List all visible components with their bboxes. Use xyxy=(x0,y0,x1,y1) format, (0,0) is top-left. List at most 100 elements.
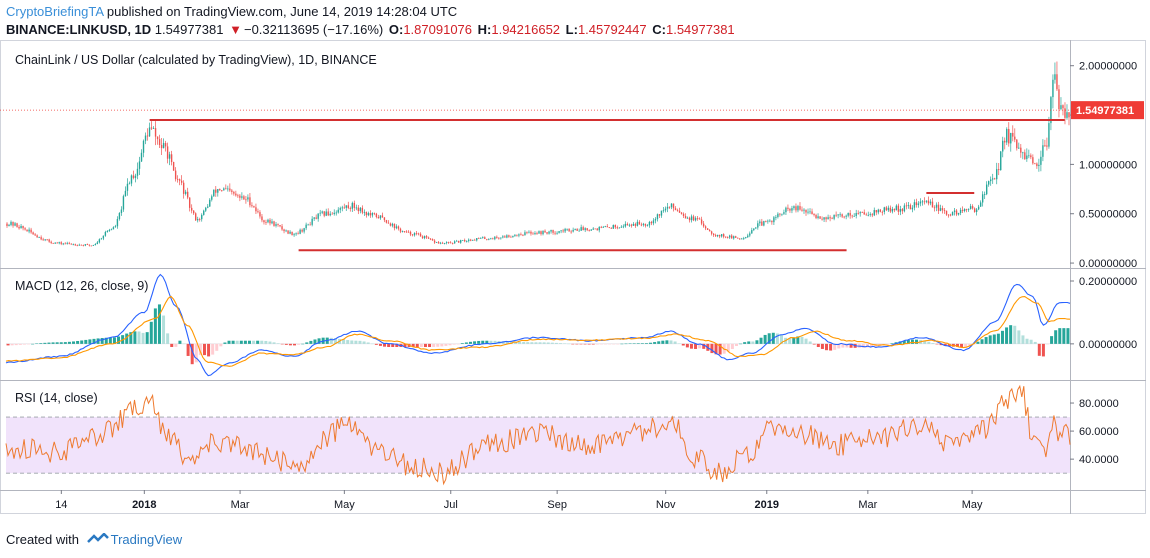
candle-body xyxy=(96,242,99,245)
candle-body xyxy=(644,223,647,226)
candle-body xyxy=(474,239,476,241)
author-link[interactable]: CryptoBriefingTA xyxy=(6,4,104,19)
candle-body xyxy=(680,212,683,214)
candle-body xyxy=(379,215,382,219)
candle-body xyxy=(781,213,783,215)
candle-body xyxy=(275,224,277,226)
macd-histogram-bar xyxy=(59,342,63,344)
candle-body xyxy=(875,210,877,213)
candle-body xyxy=(654,219,657,221)
candle-body xyxy=(213,189,215,197)
candle-body xyxy=(953,210,956,213)
candle-body xyxy=(22,225,24,229)
rsi-line xyxy=(5,384,1071,486)
candle-body xyxy=(775,217,777,218)
macd-histogram-bar xyxy=(276,343,280,344)
macd-histogram-bar xyxy=(133,331,137,344)
candle-body xyxy=(373,213,376,214)
candle-body xyxy=(385,220,388,223)
candle-body xyxy=(741,238,743,240)
macd-histogram-bar xyxy=(743,342,747,344)
macd-histogram-bar xyxy=(894,342,898,344)
candle-body xyxy=(128,183,131,185)
candle-body xyxy=(827,217,829,220)
candle-body xyxy=(977,206,980,210)
candle-body xyxy=(494,236,496,240)
candle-body xyxy=(305,224,307,229)
candle-body xyxy=(975,209,978,213)
macd-histogram-bar xyxy=(239,340,243,344)
candle-body xyxy=(32,232,34,235)
candle-body xyxy=(572,229,574,232)
candle-body xyxy=(590,229,592,231)
candle-body xyxy=(813,214,815,216)
macd-histogram-bar xyxy=(186,343,190,356)
candle-body xyxy=(391,223,394,226)
candle-body xyxy=(259,212,261,217)
macd-histogram-bar xyxy=(260,340,264,344)
candle-body xyxy=(636,221,639,226)
candle-body xyxy=(249,197,251,206)
candle-body xyxy=(612,225,614,229)
macd-histogram-bar xyxy=(485,340,489,344)
candle-body xyxy=(879,209,881,212)
macd-histogram-bar xyxy=(698,343,702,349)
macd-histogram-bar xyxy=(88,339,92,344)
macd-histogram-bar xyxy=(288,343,292,346)
candle-body xyxy=(453,241,456,244)
candle-body xyxy=(757,223,759,228)
macd-histogram-bar xyxy=(829,343,833,351)
candle-body xyxy=(229,188,231,191)
candle-body xyxy=(1032,157,1034,164)
macd-histogram-bar xyxy=(125,333,129,344)
candle-body xyxy=(281,226,283,230)
macd-histogram-bar xyxy=(620,343,624,345)
candle-body xyxy=(522,234,524,236)
candle-body xyxy=(566,228,568,230)
candle-body xyxy=(152,128,155,129)
candle-body xyxy=(580,227,582,231)
macd-histogram-bar xyxy=(301,343,305,345)
macd-histogram-bar xyxy=(751,341,755,344)
candle-body xyxy=(18,226,20,229)
tradingview-brand[interactable]: TradingView xyxy=(110,532,183,547)
candle-body xyxy=(357,207,360,212)
candle-body xyxy=(492,238,494,240)
candle-body xyxy=(311,218,313,225)
candle-body xyxy=(28,229,30,232)
macd-histogram-bar xyxy=(833,343,837,350)
candle-body xyxy=(140,152,143,162)
candle-body xyxy=(700,219,703,224)
candle-body xyxy=(1060,105,1062,110)
candle-body xyxy=(797,206,799,211)
macd-histogram-bar xyxy=(436,343,440,347)
candle-body xyxy=(983,194,986,196)
chart-canvas[interactable]: 2.000000001.500000001.000000000.50000000… xyxy=(0,40,1150,522)
macd-histogram-bar xyxy=(272,342,276,344)
candle-body xyxy=(967,208,970,210)
macd-histogram-bar xyxy=(18,343,22,345)
macd-histogram-bar xyxy=(694,343,698,349)
candle-body xyxy=(512,235,514,237)
candle-body xyxy=(431,239,434,241)
macd-histogram-bar xyxy=(51,342,55,344)
candle-body xyxy=(899,208,902,212)
candle-body xyxy=(466,240,468,242)
candle-body xyxy=(506,235,508,238)
candle-body xyxy=(116,219,119,227)
candle-body xyxy=(1004,140,1006,143)
candle-body xyxy=(16,223,18,227)
candle-body xyxy=(54,242,56,244)
candle-body xyxy=(325,211,327,216)
macd-histogram-bar xyxy=(1025,338,1029,344)
candle-body xyxy=(427,237,430,239)
macd-histogram-bar xyxy=(739,343,743,345)
candle-body xyxy=(574,228,576,230)
candle-body xyxy=(94,244,97,246)
candle-body xyxy=(939,208,942,211)
macd-histogram-bar xyxy=(710,343,714,354)
candle-body xyxy=(445,242,448,243)
x-tick-label: May xyxy=(334,499,355,511)
candle-body xyxy=(496,236,498,238)
macd-histogram-bar xyxy=(513,341,517,344)
